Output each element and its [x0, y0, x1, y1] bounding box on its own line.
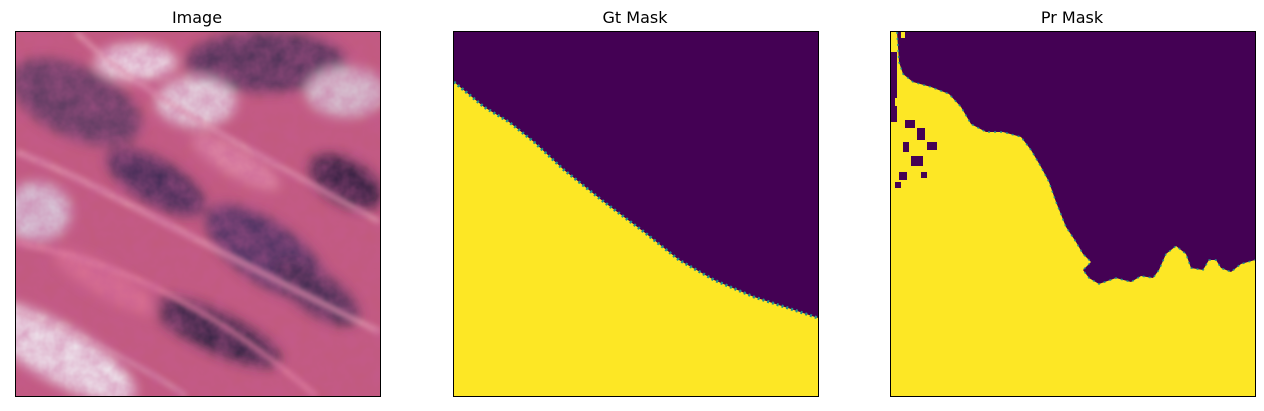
- ground-truth-mask: [454, 32, 818, 396]
- panel-title-image: Image: [171, 8, 223, 27]
- histology-image: [16, 32, 380, 396]
- predicted-mask: [891, 32, 1255, 396]
- panel-title-pr-mask: Pr Mask: [1040, 8, 1104, 27]
- ground-truth-mask-panel: [453, 31, 819, 397]
- histology-image-panel: [15, 31, 381, 397]
- predicted-mask-panel: [890, 31, 1256, 397]
- panel-title-gt-mask: Gt Mask: [602, 8, 668, 27]
